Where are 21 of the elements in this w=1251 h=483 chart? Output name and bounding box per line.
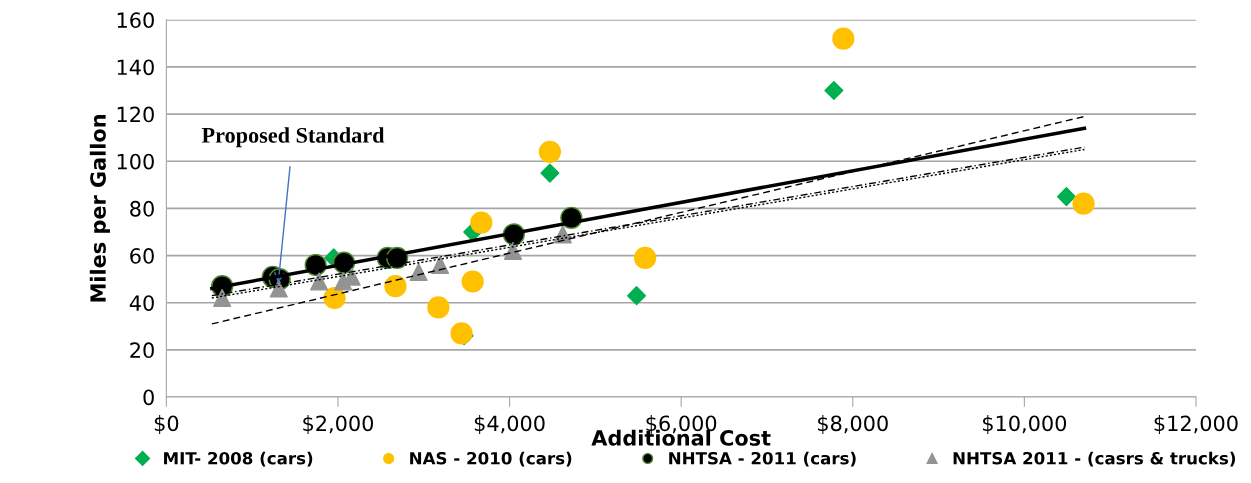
- legend-label: NHTSA 2011 - (casrs & trucks): [953, 451, 1236, 467]
- x-tick-label: $12,000: [1154, 415, 1238, 434]
- x-tick-label: $10,000: [983, 415, 1067, 434]
- x-tick-label: $2,000: [303, 415, 374, 434]
- y-tick-label: 40: [129, 295, 154, 311]
- y-tick-label: 120: [117, 106, 154, 123]
- y-tick-label: 160: [117, 12, 154, 29]
- y-tick-label: 20: [130, 342, 154, 359]
- x-tick-label: $0: [154, 415, 179, 434]
- y-tick-label: 60: [130, 248, 154, 264]
- y-tick-label: 80: [130, 200, 154, 217]
- legend-label: NHTSA - 2011 (cars): [669, 451, 856, 467]
- y-tick-label: 100: [117, 153, 154, 170]
- x-tick-label: $8,000: [818, 415, 888, 434]
- annotation: Proposed Standard: [201, 127, 385, 148]
- y-tick-label: 0: [143, 389, 154, 406]
- y-tick-label: 140: [117, 59, 154, 76]
- x-tick-label: $4,000: [474, 415, 545, 434]
- legend-label: MIT- 2008 (cars): [164, 451, 313, 467]
- y-axis-title: Miles per Gallon: [89, 115, 110, 302]
- legend-label: NAS - 2010 (cars): [410, 451, 572, 467]
